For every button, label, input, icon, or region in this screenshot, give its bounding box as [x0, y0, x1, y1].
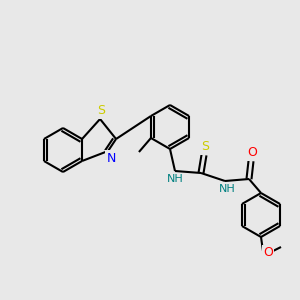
Text: S: S	[97, 104, 105, 118]
Text: NH: NH	[219, 184, 236, 194]
Text: O: O	[263, 247, 273, 260]
Text: O: O	[247, 146, 257, 160]
Text: N: N	[106, 152, 116, 164]
Text: S: S	[201, 140, 209, 154]
Text: NH: NH	[167, 174, 183, 184]
